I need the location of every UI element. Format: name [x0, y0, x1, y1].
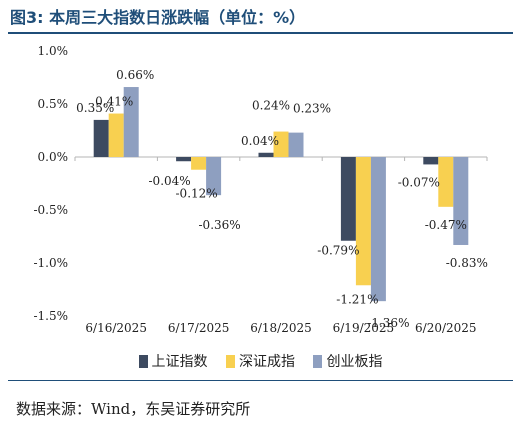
- data-label: -0.04%: [149, 174, 191, 188]
- bar: [108, 113, 124, 157]
- bar: [123, 87, 139, 157]
- data-label: -0.47%: [425, 218, 467, 232]
- x-tick-label: 6/17/2025: [168, 321, 230, 335]
- bar: [453, 157, 469, 245]
- data-label: -0.07%: [398, 175, 440, 189]
- y-tick-label: 1.0%: [38, 44, 69, 58]
- y-tick-label: -1.0%: [33, 256, 68, 270]
- y-tick-label: -1.5%: [33, 309, 68, 323]
- bar: [93, 119, 109, 157]
- bar: [206, 157, 222, 196]
- bar-chart: 1.0% 0.5% 0.0% -0.5% -1.0% -1.5% 6/16/2025 6/17…: [33, 44, 488, 335]
- chart-title: 图3: 本周三大指数日涨跌幅（单位：%）: [10, 4, 305, 28]
- x-tick-label: 6/16/2025: [85, 321, 147, 335]
- data-label: -0.79%: [317, 244, 359, 258]
- x-tick-label: 6/19/2025: [333, 321, 395, 335]
- legend-swatch-chinext: [313, 355, 323, 368]
- legend-swatch-shenzhen: [226, 355, 235, 368]
- legend-label-shanghai: 上证指数: [151, 354, 208, 370]
- legend-label-chinext: 创业板指: [326, 354, 383, 370]
- data-label: 0.35%: [76, 101, 114, 115]
- bar: [370, 157, 386, 302]
- bar: [423, 157, 439, 165]
- bar: [176, 157, 192, 162]
- data-label: 0.24%: [252, 99, 290, 113]
- legend-item-shenzhen: 深证成指: [226, 351, 295, 371]
- y-tick-label: -0.5%: [33, 203, 68, 217]
- title-rule: [8, 32, 513, 34]
- bar: [258, 152, 274, 157]
- chart-title-text: 本周三大指数日涨跌幅（单位：%）: [49, 8, 306, 27]
- y-tick-label: 0.5%: [38, 97, 69, 111]
- bar: [288, 132, 304, 157]
- x-tick-label: 6/18/2025: [250, 321, 312, 335]
- x-tick-label: 6/20/2025: [415, 321, 477, 335]
- bar: [191, 157, 207, 170]
- data-label: 0.41%: [95, 95, 133, 109]
- bar: [355, 157, 371, 286]
- bar: [340, 157, 356, 241]
- legend: 上证指数 深证成指 创业板指: [0, 351, 521, 371]
- bar: [438, 157, 454, 207]
- data-label: -0.12%: [176, 187, 218, 201]
- source-rule: [8, 380, 513, 381]
- data-label: 0.66%: [116, 68, 154, 82]
- legend-item-chinext: 创业板指: [313, 351, 382, 371]
- legend-swatch-shanghai: [138, 355, 148, 368]
- legend-item-shanghai: 上证指数: [138, 351, 208, 371]
- y-tick-label: 0.0%: [38, 150, 69, 164]
- data-label: 0.04%: [241, 134, 279, 148]
- data-label: -1.21%: [336, 292, 378, 306]
- data-label: -0.83%: [446, 256, 488, 270]
- data-label: 0.23%: [293, 102, 331, 116]
- data-label: -0.36%: [199, 218, 241, 232]
- data-label: -1.36%: [367, 316, 409, 330]
- bar: [273, 131, 289, 157]
- source-note: 数据来源：Wind，东吴证券研究所: [16, 400, 251, 418]
- figure-label: 图3:: [10, 8, 44, 27]
- legend-label-shenzhen: 深证成指: [239, 354, 295, 370]
